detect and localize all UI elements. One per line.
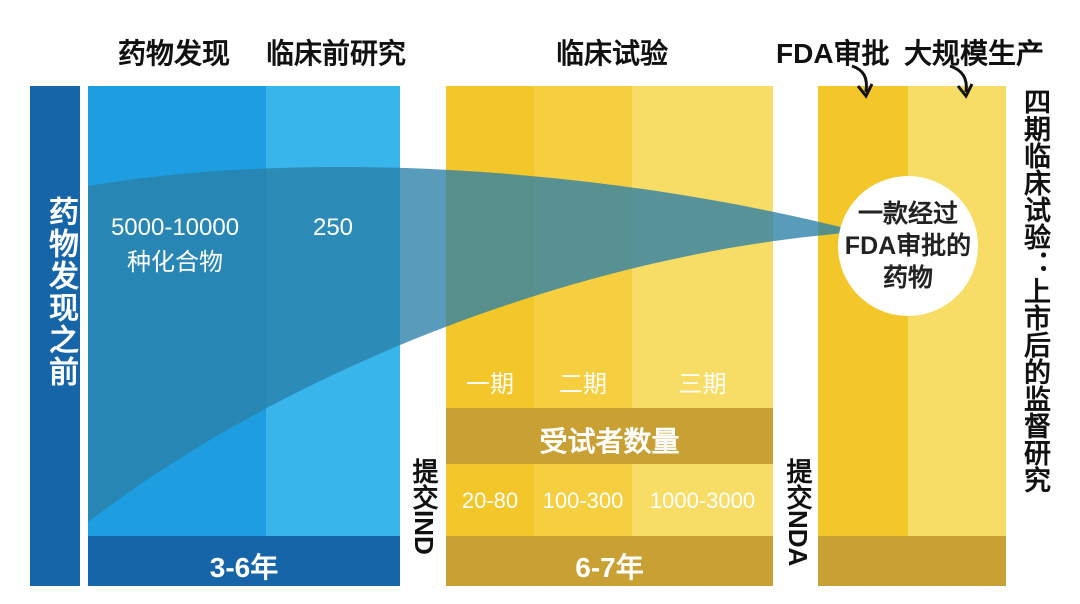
header-drug-discovery: 药物发现 [118, 38, 231, 69]
discovery-duration: 3-6年 [209, 552, 279, 583]
production-column [908, 86, 1006, 586]
phase1-label: 一期 [466, 371, 514, 398]
fda-column [818, 86, 908, 586]
compounds-count: 5000-10000 种化合物 [100, 214, 250, 277]
phase3-participants: 1000-3000 [649, 488, 756, 513]
phase1-participants: 20-80 [461, 488, 519, 513]
ind-submission-label: 提交IND [409, 458, 439, 555]
phase2-participants: 100-300 [542, 488, 624, 513]
phase3-column [632, 86, 773, 586]
phase2-column [534, 86, 632, 586]
header-fda-approval: FDA审批 [776, 38, 890, 69]
header-mass-production: 大规模生产 [904, 38, 1045, 69]
arrow-icon [949, 64, 968, 93]
clinical-duration-bar [446, 536, 773, 586]
clinical-duration: 6-7年 [575, 552, 644, 583]
arrow-icon [851, 64, 868, 93]
phase4-label: 四期临床试验：上市后的监督研究 [1020, 88, 1050, 493]
preclinical-count: 250 [312, 214, 354, 241]
pre-discovery-label: 药物发现之前 [44, 196, 77, 388]
phase2-label: 二期 [559, 371, 607, 398]
approved-drug-circle [838, 176, 978, 316]
arrowhead-icon [956, 83, 974, 99]
phase1-column [446, 86, 534, 586]
compounds-number: 5000-10000 [110, 214, 240, 241]
participants-band [446, 408, 773, 464]
compounds-unit: 种化合物 [127, 249, 223, 276]
discovery-duration-bar [88, 536, 400, 586]
circle-line-2: FDA审批的 [844, 232, 972, 260]
header-clinical-trials: 临床试验 [556, 38, 669, 69]
arrowhead-icon [856, 83, 874, 99]
fda-bottom-bar [818, 536, 1006, 586]
header-preclinical: 临床前研究 [266, 38, 407, 69]
approved-drug-label: 一款经过 FDA审批的 药物 [838, 198, 978, 294]
nda-submission-label: 提交NDA [783, 458, 813, 567]
phase3-label: 三期 [678, 371, 727, 398]
circle-line-1: 一款经过 [857, 200, 958, 228]
pre-discovery-bar [30, 86, 80, 586]
participants-title: 受试者数量 [539, 426, 680, 457]
circle-line-3: 药物 [882, 264, 933, 292]
